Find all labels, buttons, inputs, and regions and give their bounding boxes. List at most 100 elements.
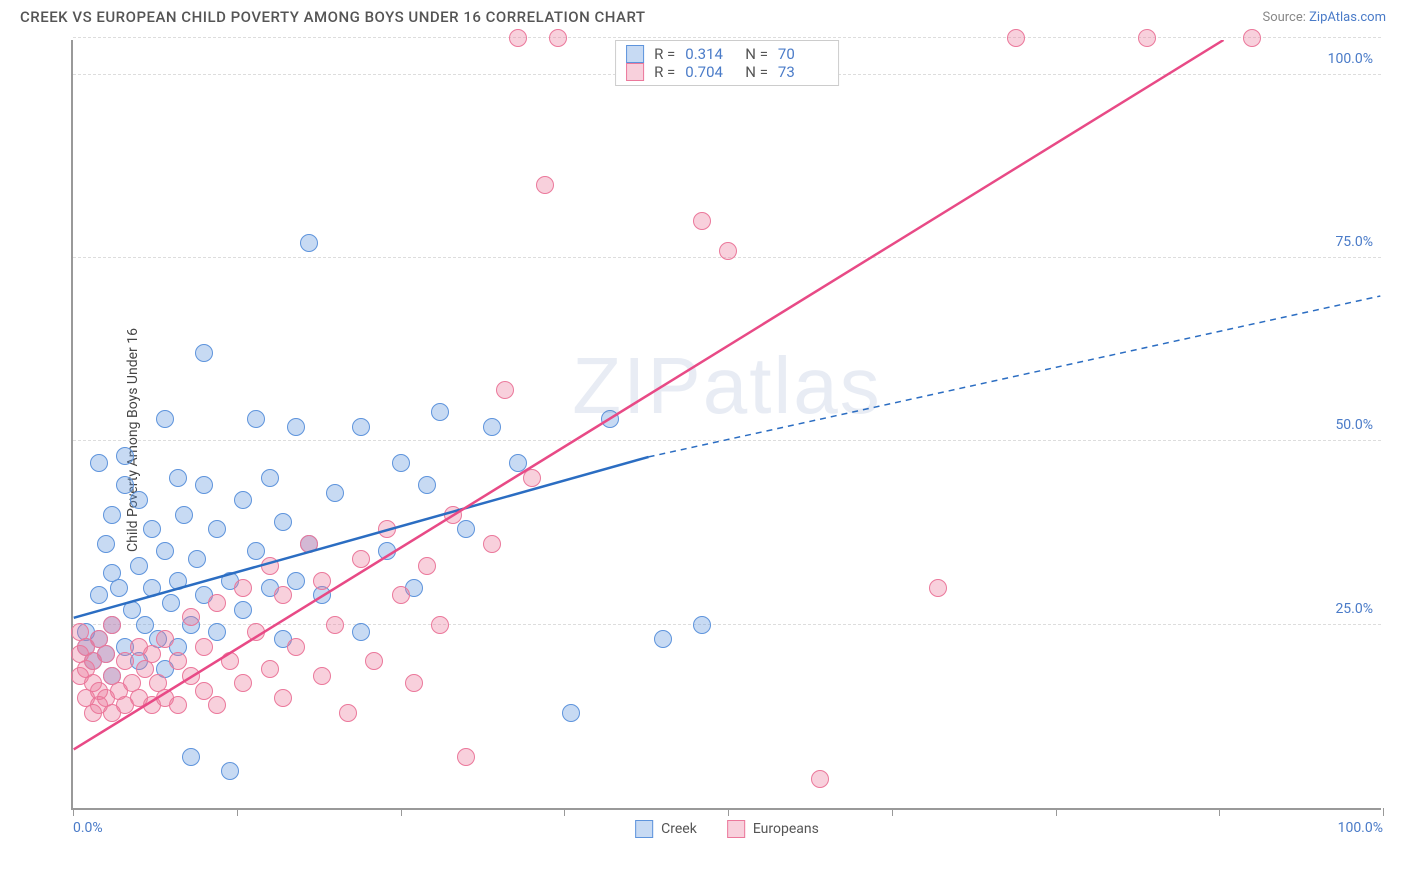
- correlation-legend: R = 0.314 N = 70 R = 0.704 N = 73: [615, 40, 839, 86]
- data-point: [274, 513, 292, 531]
- swatch-creek: [626, 45, 644, 63]
- data-point: [143, 645, 161, 663]
- y-tick-label: 100.0%: [1328, 51, 1373, 67]
- r-label: R =: [654, 45, 675, 63]
- data-point: [811, 770, 829, 788]
- data-point: [234, 579, 252, 597]
- legend-label: Creek: [661, 821, 697, 837]
- data-point: [509, 29, 527, 47]
- data-point: [300, 234, 318, 252]
- chart-container: Child Poverty Among Boys Under 16 ZIPatl…: [13, 30, 1393, 850]
- legend-row-creek: R = 0.314 N = 70: [626, 45, 828, 63]
- data-point: [169, 469, 187, 487]
- data-point: [208, 520, 226, 538]
- data-point: [221, 652, 239, 670]
- n-value-creek: 70: [778, 45, 828, 63]
- swatch-europeans: [626, 63, 644, 81]
- data-point: [234, 491, 252, 509]
- n-label: N =: [745, 63, 768, 81]
- data-point: [352, 418, 370, 436]
- data-point: [136, 616, 154, 634]
- series-legend: Creek Europeans: [635, 820, 819, 838]
- data-point: [130, 491, 148, 509]
- data-point: [261, 469, 279, 487]
- gridline: [73, 440, 1381, 441]
- x-tick: [73, 808, 74, 816]
- data-point: [326, 484, 344, 502]
- data-point: [234, 674, 252, 692]
- data-point: [208, 594, 226, 612]
- data-point: [221, 762, 239, 780]
- data-point: [182, 667, 200, 685]
- data-point: [1007, 29, 1025, 47]
- data-point: [97, 535, 115, 553]
- data-point: [392, 586, 410, 604]
- data-point: [313, 572, 331, 590]
- data-point: [1138, 29, 1156, 47]
- data-point: [208, 623, 226, 641]
- data-point: [90, 454, 108, 472]
- legend-item: Creek: [635, 820, 697, 838]
- data-point: [365, 652, 383, 670]
- data-point: [195, 476, 213, 494]
- data-point: [103, 616, 121, 634]
- x-tick: [401, 808, 402, 816]
- data-point: [523, 469, 541, 487]
- legend-swatch: [635, 820, 653, 838]
- x-tick: [1219, 808, 1220, 816]
- x-tick-label: 0.0%: [73, 820, 103, 836]
- data-point: [156, 630, 174, 648]
- data-point: [392, 454, 410, 472]
- legend-item: Europeans: [727, 820, 819, 838]
- data-point: [431, 616, 449, 634]
- data-point: [90, 586, 108, 604]
- data-point: [169, 652, 187, 670]
- data-point: [352, 623, 370, 641]
- data-point: [378, 542, 396, 560]
- data-point: [156, 542, 174, 560]
- data-point: [274, 689, 292, 707]
- data-point: [169, 572, 187, 590]
- trend-lines: [73, 40, 1381, 808]
- data-point: [130, 557, 148, 575]
- r-value-europeans: 0.704: [685, 63, 735, 81]
- data-point: [116, 447, 134, 465]
- data-point: [562, 704, 580, 722]
- legend-swatch: [727, 820, 745, 838]
- data-point: [116, 652, 134, 670]
- source-link[interactable]: ZipAtlas.com: [1309, 10, 1386, 25]
- y-tick-label: 50.0%: [1335, 417, 1373, 433]
- data-point: [693, 212, 711, 230]
- data-point: [287, 418, 305, 436]
- data-point: [378, 520, 396, 538]
- data-point: [719, 242, 737, 260]
- data-point: [169, 696, 187, 714]
- data-point: [182, 748, 200, 766]
- data-point: [195, 682, 213, 700]
- x-tick: [1383, 808, 1384, 816]
- data-point: [929, 579, 947, 597]
- data-point: [431, 403, 449, 421]
- legend-row-europeans: R = 0.704 N = 73: [626, 63, 828, 81]
- source-attribution: Source: ZipAtlas.com: [1262, 10, 1386, 25]
- data-point: [123, 601, 141, 619]
- data-point: [195, 638, 213, 656]
- data-point: [247, 542, 265, 560]
- data-point: [1243, 29, 1261, 47]
- x-tick: [728, 808, 729, 816]
- data-point: [549, 29, 567, 47]
- gridline: [73, 37, 1381, 38]
- data-point: [352, 550, 370, 568]
- x-tick: [564, 808, 565, 816]
- data-point: [483, 418, 501, 436]
- data-point: [143, 520, 161, 538]
- x-tick-label: 100.0%: [1338, 820, 1383, 836]
- plot-area: ZIPatlas R = 0.314 N = 70 R = 0.704 N = …: [71, 40, 1381, 810]
- data-point: [103, 506, 121, 524]
- data-point: [339, 704, 357, 722]
- data-point: [175, 506, 193, 524]
- data-point: [326, 616, 344, 634]
- data-point: [418, 476, 436, 494]
- y-tick-label: 75.0%: [1335, 234, 1373, 250]
- x-tick: [1056, 808, 1057, 816]
